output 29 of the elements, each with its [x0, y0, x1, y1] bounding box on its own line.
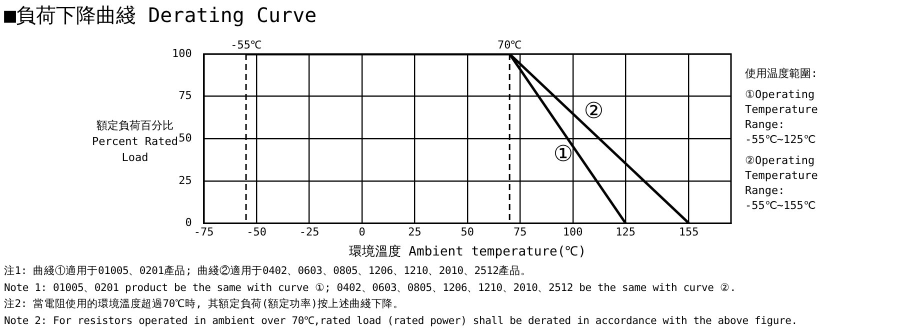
- text: Note 1: 01005、0201 product be the same with curve ①; 0402、0603、0805、1206、1210、2010、2512 be the same with curve ②.: [4, 280, 737, 296]
- ref-line-label: -55℃: [230, 38, 262, 52]
- y-tick-label: 75: [178, 89, 192, 102]
- x-tick-label: -25: [299, 226, 320, 239]
- x-axis-title: 環境溫度 Ambient temperature(℃): [348, 244, 586, 260]
- y-tick-label: 50: [178, 131, 192, 144]
- x-tick-label: 155: [678, 226, 699, 239]
- x-tick-label: 50: [460, 226, 474, 239]
- x-tick-label: 25: [408, 226, 422, 239]
- x-tick-label: 75: [514, 226, 527, 239]
- text: ①Operating Temperature Range: -55℃~125℃: [745, 87, 819, 147]
- series-label: ①: [553, 142, 574, 168]
- y-tick-label: 0: [185, 216, 192, 230]
- y-tick-label: 100: [172, 46, 192, 60]
- series-label: ②: [584, 99, 604, 124]
- x-tick-label: 125: [616, 226, 636, 239]
- x-tick-label: -75: [194, 226, 214, 239]
- x-tick-label: 0: [358, 226, 366, 239]
- y-tick-label: 25: [178, 174, 192, 187]
- x-tick-label: -50: [246, 226, 267, 239]
- chart-title: ■負荷下降曲綫 Derating Curve: [4, 2, 317, 29]
- ref-line-label: 70℃: [497, 38, 522, 52]
- text: 注1: 曲綫①適用于01005、0201產品; 曲綫②適用于0402、0603、0805、1206、1210、2010、2512產品。: [4, 264, 532, 279]
- text: 使用温度範圍:: [745, 66, 819, 81]
- text: Note 2: For resistors operated in ambient over 70℃,rated load (rated power) shall be derated in accordance with the above figure.: [4, 314, 798, 328]
- text: ②Operating Temperature Range: -55℃~155℃: [745, 153, 819, 213]
- y-axis-title: 額定負荷百分比 Percent Rated Load: [92, 119, 178, 164]
- text: 注2: 當電阻使用的環境溫度超過70℃時, 其額定負荷(額定功率)按上述曲綫下降。: [4, 297, 405, 312]
- x-tick-label: 100: [562, 226, 583, 239]
